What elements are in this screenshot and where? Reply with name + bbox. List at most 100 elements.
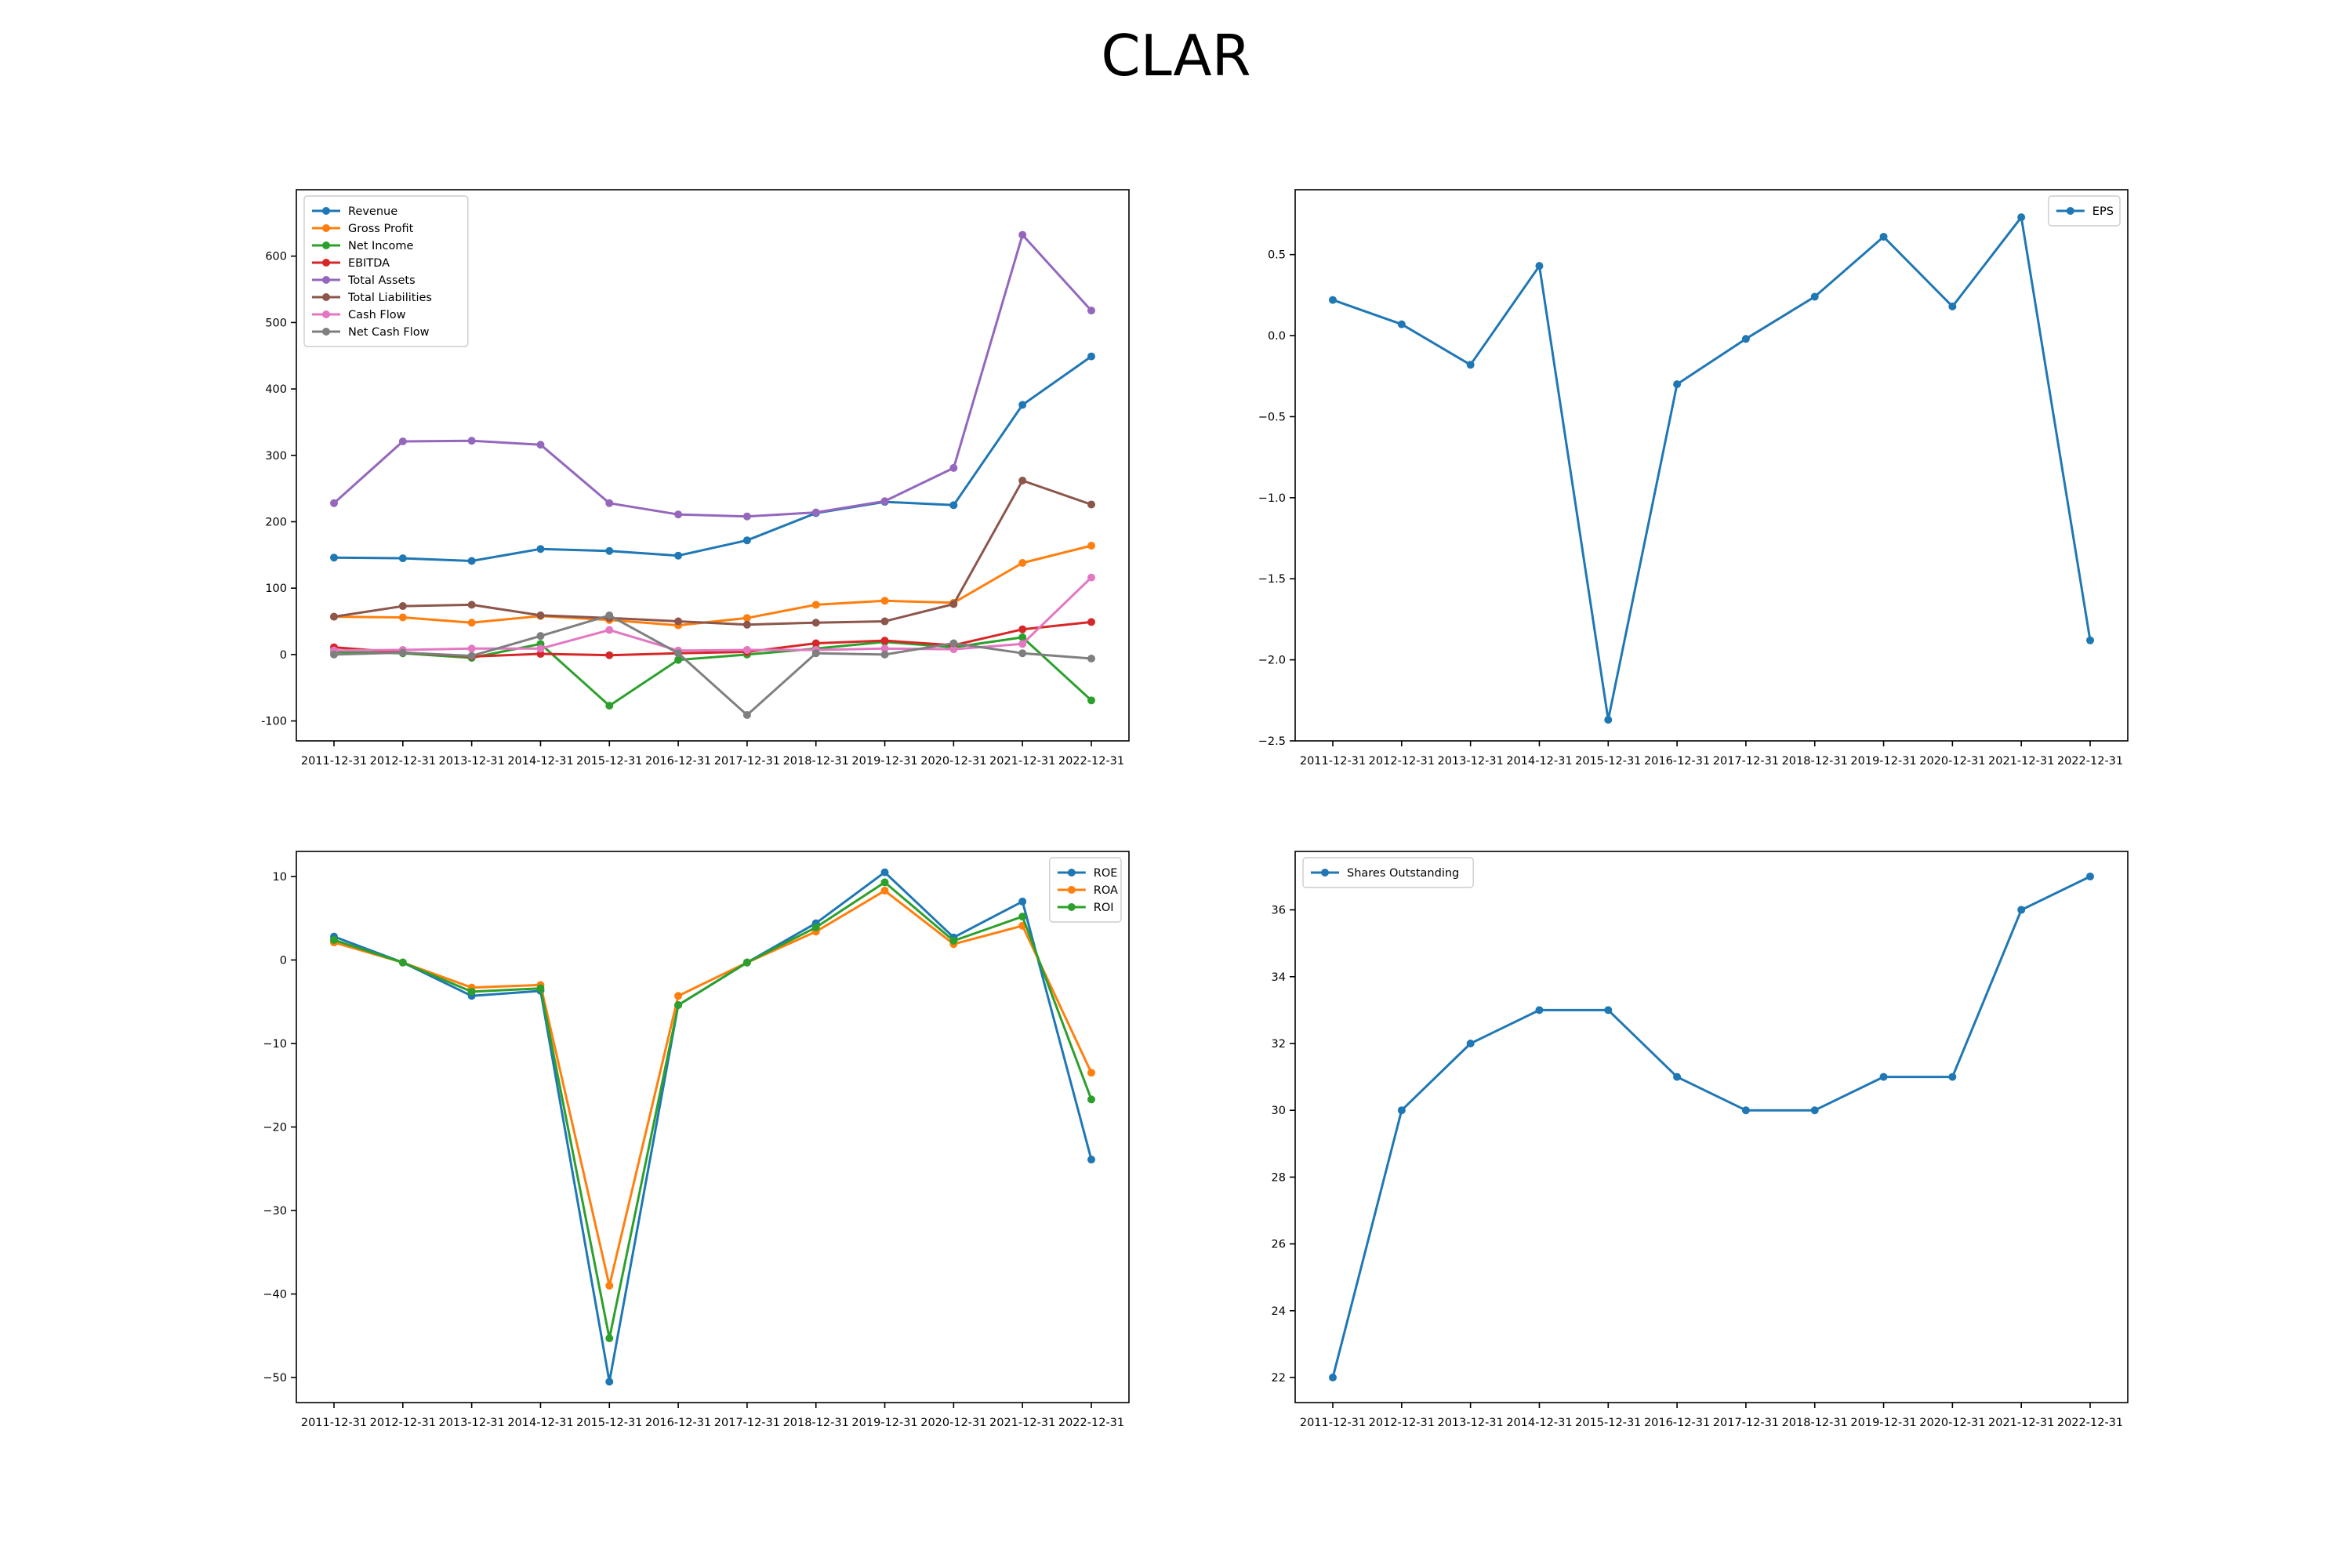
data-point-roi	[811, 923, 820, 931]
y-tick-label: −50	[263, 1372, 287, 1385]
y-tick-label: 28	[1272, 1171, 1286, 1184]
data-point-net-cash-flow	[330, 650, 338, 659]
y-tick-label: −10	[263, 1038, 287, 1051]
data-point-roi	[880, 878, 889, 887]
x-tick-label: 2011-12-31	[1300, 755, 1366, 768]
plot-frame	[296, 851, 1130, 1403]
data-point-cash-flow	[949, 645, 958, 654]
y-tick-label: 10	[273, 871, 287, 884]
x-tick-label: 2015-12-31	[576, 1417, 642, 1429]
data-point-gross-profit	[605, 615, 614, 624]
x-tick-label: 2013-12-31	[1437, 755, 1503, 768]
legend-label-cash-flow: Cash Flow	[348, 309, 406, 321]
x-tick-label: 2021-12-31	[1988, 1417, 2054, 1429]
data-point-revenue	[398, 554, 407, 563]
y-tick-label: 600	[265, 251, 287, 263]
data-point-gross-profit	[467, 619, 476, 627]
series-line-net-cash-flow	[333, 614, 1092, 717]
plot-frame	[1294, 851, 2129, 1403]
series-line-cash-flow	[333, 576, 1093, 652]
data-point-total-liabilities	[536, 611, 545, 619]
series-line-ebitda	[333, 620, 1092, 658]
data-point-roi	[1018, 913, 1027, 921]
x-tick-label: 2011-12-31	[301, 1417, 367, 1429]
x-tick-label: 2021-12-31	[989, 755, 1055, 768]
x-tick-label: 2011-12-31	[301, 755, 367, 768]
x-tick-label: 2022-12-31	[2057, 1417, 2123, 1429]
x-tick-label: 2014-12-31	[1506, 755, 1572, 768]
y-tick-label: -100	[261, 716, 287, 728]
data-point-cash-flow	[330, 646, 338, 655]
data-point-gross-profit	[398, 613, 407, 622]
data-point-revenue	[811, 509, 820, 517]
y-tick-label: −2.0	[1258, 655, 1286, 667]
data-point-net-income	[949, 643, 958, 652]
data-point-eps	[1948, 302, 1957, 310]
x-tick-label: 2017-12-31	[1713, 1417, 1779, 1429]
y-tick-label: 400	[265, 383, 287, 396]
data-point-ebitda	[811, 639, 820, 648]
data-point-net-cash-flow	[398, 648, 407, 657]
y-tick-label: 200	[265, 516, 287, 528]
data-point-total-liabilities	[605, 614, 614, 622]
data-point-ebitda	[1018, 625, 1027, 633]
data-point-gross-profit	[949, 598, 958, 607]
y-tick-label: 0.0	[1268, 330, 1286, 343]
data-point-eps	[1604, 716, 1613, 724]
plot-frame	[296, 189, 1130, 742]
x-tick-label: 2021-12-31	[989, 1417, 1055, 1429]
data-point-roi	[467, 987, 476, 996]
data-point-shares-outstanding	[1329, 1374, 1337, 1382]
data-point-roe	[742, 958, 751, 967]
data-point-ebitda	[742, 648, 751, 656]
x-tick-label: 2022-12-31	[2057, 755, 2123, 768]
data-point-eps	[1535, 262, 1544, 270]
data-point-ebitda	[1087, 618, 1095, 626]
data-point-roe	[467, 992, 476, 1000]
data-point-total-assets	[811, 508, 820, 517]
legend-label-eps: EPS	[2092, 205, 2114, 218]
data-point-total-assets	[467, 437, 476, 445]
x-tick-label: 2022-12-31	[1058, 755, 1124, 768]
x-tick-label: 2013-12-31	[438, 755, 504, 768]
data-point-roe	[605, 1377, 614, 1386]
data-point-shares-outstanding	[1948, 1073, 1957, 1081]
data-point-total-assets	[398, 437, 407, 446]
legend-marker-total-assets	[322, 276, 330, 284]
legend-label-roi: ROI	[1094, 902, 1114, 914]
data-point-roi	[1087, 1095, 1095, 1104]
x-tick-label: 2014-12-31	[507, 1417, 573, 1429]
x-tick-label: 2019-12-31	[851, 1417, 917, 1429]
series-line-roa	[333, 889, 1093, 1287]
data-point-roa	[811, 927, 820, 936]
data-point-ebitda	[330, 643, 338, 652]
data-point-gross-profit	[674, 621, 683, 630]
x-tick-label: 2018-12-31	[783, 755, 849, 768]
legend-box	[1302, 857, 1474, 888]
data-point-eps	[1466, 361, 1475, 369]
data-point-gross-profit	[330, 612, 338, 621]
data-point-total-liabilities	[742, 620, 751, 629]
data-point-net-cash-flow	[880, 650, 889, 659]
data-point-roe	[674, 1000, 683, 1009]
data-point-roe	[1018, 897, 1027, 906]
x-tick-label: 2017-12-31	[714, 1417, 780, 1429]
data-point-net-income	[536, 640, 545, 648]
data-point-gross-profit	[880, 597, 889, 605]
data-point-total-liabilities	[1018, 476, 1027, 485]
legend-box	[1049, 857, 1122, 923]
x-tick-label: 2014-12-31	[507, 755, 573, 768]
legend-marker-net-income	[322, 241, 330, 249]
data-point-cash-flow	[1018, 640, 1027, 648]
legend-marker-cash-flow	[322, 310, 330, 318]
x-tick-label: 2011-12-31	[1300, 1417, 1366, 1429]
data-point-cash-flow	[674, 646, 683, 655]
y-tick-label: 26	[1272, 1239, 1286, 1251]
legend-marker-revenue	[322, 207, 330, 215]
y-tick-label: 24	[1272, 1305, 1286, 1318]
data-point-eps	[1741, 335, 1750, 343]
data-point-cash-flow	[605, 626, 614, 634]
data-point-roa	[742, 958, 751, 967]
y-tick-label: −40	[263, 1289, 287, 1301]
legend-label-ebitda: EBITDA	[348, 257, 390, 270]
